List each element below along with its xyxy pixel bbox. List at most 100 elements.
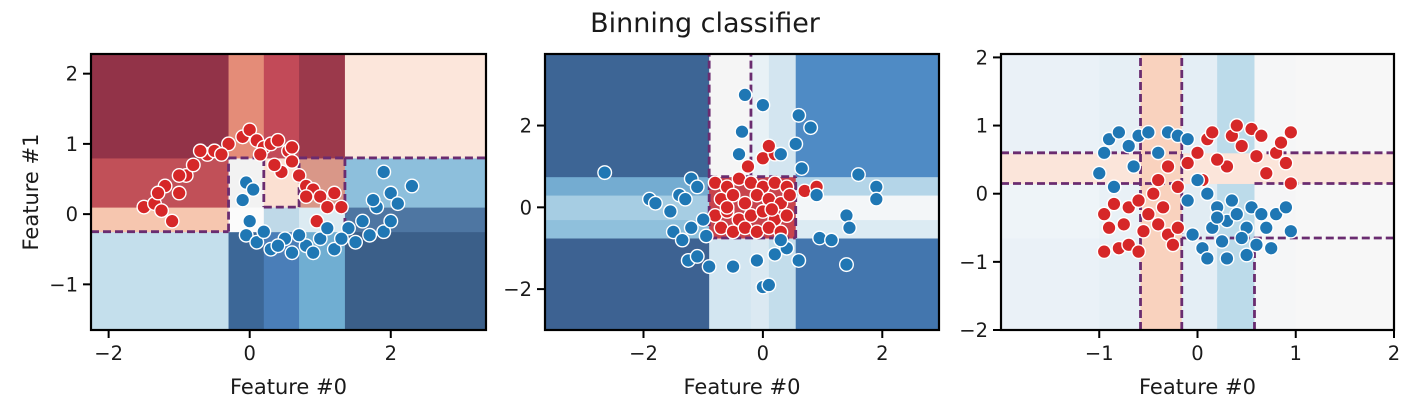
data-point <box>1229 118 1245 134</box>
data-point <box>773 232 789 248</box>
data-point <box>1258 165 1274 181</box>
data-point <box>1091 165 1107 181</box>
y-tick-label: 2 <box>976 46 988 69</box>
data-point <box>737 195 753 211</box>
data-point <box>841 220 857 236</box>
data-point <box>185 157 201 173</box>
data-point <box>305 245 321 261</box>
surface-cell <box>91 54 230 159</box>
surface-cell <box>795 176 939 196</box>
decision-surface <box>91 54 486 330</box>
x-axis-label: Feature #0 <box>230 375 347 399</box>
data-point <box>213 146 229 162</box>
data-point <box>597 165 613 181</box>
data-point <box>1234 138 1250 154</box>
data-point <box>1106 196 1122 212</box>
data-point <box>333 231 349 247</box>
data-point <box>1283 223 1299 239</box>
data-point <box>270 132 286 148</box>
surface-cell <box>1295 152 1394 184</box>
data-point <box>749 252 765 268</box>
x-tick-label: −2 <box>94 342 123 365</box>
data-point <box>1170 220 1186 236</box>
y-tick-label: −1 <box>49 273 78 296</box>
data-point <box>1180 131 1196 147</box>
data-point <box>383 185 399 201</box>
x-tick-label: 2 <box>385 342 397 365</box>
surface-cell <box>795 238 939 330</box>
data-point <box>773 146 789 162</box>
subplots: −2 0 2 −1 0 1 2 Feature #0 Feature #1 −2 0 2 −2 0 2 Fea… <box>19 46 1400 399</box>
y-axis-label: Feature #1 <box>19 134 43 251</box>
data-point <box>761 138 777 154</box>
data-point <box>1180 193 1196 209</box>
surface-cell <box>795 54 939 178</box>
data-point <box>1189 145 1205 161</box>
surface-cell <box>1001 54 1100 154</box>
data-point <box>1248 237 1264 253</box>
data-point <box>764 201 780 217</box>
data-point <box>1180 155 1196 171</box>
data-point <box>362 227 378 243</box>
data-point <box>150 185 166 201</box>
data-point <box>242 122 258 138</box>
data-point <box>1219 250 1235 266</box>
data-point <box>245 182 261 198</box>
data-point <box>376 164 392 180</box>
data-point <box>1150 145 1166 161</box>
data-point <box>1101 220 1117 236</box>
x-tick-label: 1 <box>1290 342 1302 365</box>
data-point <box>376 224 392 240</box>
data-point <box>1126 158 1142 174</box>
data-point <box>252 146 268 162</box>
data-point <box>868 179 884 195</box>
surface-cell <box>709 54 752 178</box>
data-point <box>171 167 187 183</box>
data-point <box>737 87 753 103</box>
data-point <box>270 238 286 254</box>
data-point <box>312 231 328 247</box>
figure-title: Binning classifier <box>590 8 821 39</box>
surface-cell <box>1001 183 1100 239</box>
surface-cell <box>1295 54 1394 154</box>
data-point <box>1199 250 1215 266</box>
data-point <box>1116 216 1132 232</box>
surface-cell <box>1001 238 1100 330</box>
surface-cell <box>545 176 710 196</box>
data-point <box>1165 237 1181 253</box>
data-point <box>695 212 711 228</box>
data-point <box>1170 179 1186 195</box>
data-point <box>1229 206 1245 222</box>
data-point <box>868 191 884 207</box>
data-point <box>677 191 693 207</box>
data-point <box>647 195 663 211</box>
surface-cell <box>545 238 710 330</box>
data-point <box>249 234 265 250</box>
data-point <box>1214 233 1230 249</box>
data-point <box>824 232 840 248</box>
data-point <box>1189 172 1205 188</box>
data-point <box>782 187 798 203</box>
surface-cell <box>91 231 230 330</box>
data-point <box>326 185 342 201</box>
data-point <box>1283 175 1299 191</box>
data-point <box>838 257 854 273</box>
data-point <box>340 220 356 236</box>
y-tick-label: 1 <box>976 115 988 138</box>
surface-cell <box>1001 152 1100 184</box>
data-point <box>154 203 170 219</box>
scatter-points <box>1091 118 1299 266</box>
data-point <box>390 196 406 212</box>
data-point <box>221 136 237 152</box>
data-point <box>171 185 187 201</box>
axes-frame <box>89 52 488 332</box>
data-point <box>803 120 819 136</box>
data-point <box>683 220 699 236</box>
data-point <box>1248 148 1264 164</box>
data-point <box>674 232 690 248</box>
surface-cell <box>1140 238 1183 330</box>
data-point <box>779 208 795 224</box>
y-tick-label: 1 <box>66 133 78 156</box>
data-point <box>1204 124 1220 140</box>
